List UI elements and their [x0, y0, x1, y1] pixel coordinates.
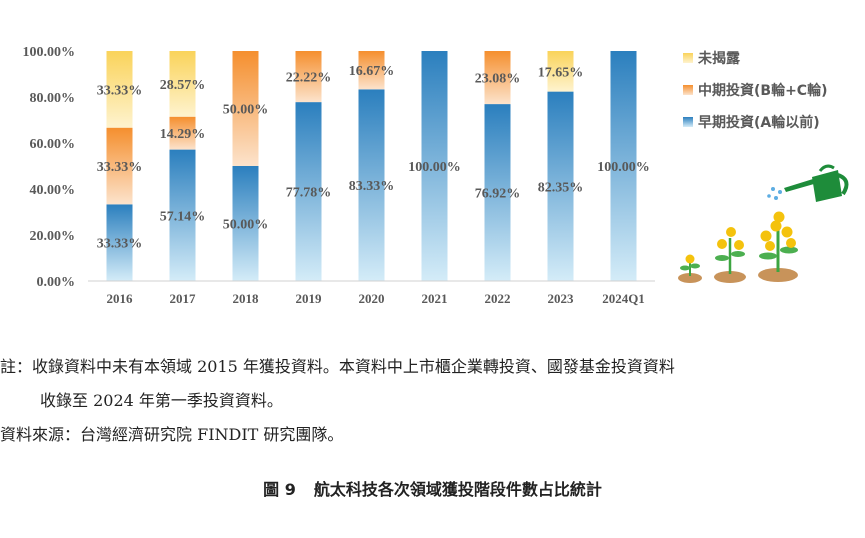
legend-swatch: [683, 117, 693, 127]
data-label: 17.65%: [538, 65, 584, 80]
bar-segment: [295, 51, 322, 103]
x-tick-label: 2017: [170, 291, 197, 306]
x-tick-label: 2020: [359, 291, 385, 306]
bar-segment: [106, 51, 133, 128]
data-label: 82.35%: [538, 180, 584, 195]
data-label: 100.00%: [597, 160, 650, 175]
bars-layer: [106, 51, 637, 281]
footnote-line-1: 註：收錄資料中未有本領域 2015 年獲投資料。本資料中上市櫃企業轉投資、國發基…: [0, 357, 675, 376]
y-tick-label: 80.00%: [30, 91, 76, 106]
data-label: 23.08%: [475, 72, 521, 87]
bar-segment: [169, 116, 196, 150]
bar-segment: [610, 51, 637, 281]
bar-segment: [358, 89, 385, 281]
bar-segment: [358, 51, 385, 90]
bar-segment: [547, 91, 574, 281]
bar-segment: [106, 127, 133, 205]
x-tick-label: 2019: [296, 291, 323, 306]
data-label: 16.67%: [349, 64, 395, 79]
legend-label: 未揭露: [698, 50, 741, 67]
legend-label: 中期投資(B輪+C輪): [698, 82, 827, 99]
bar-segment: [169, 51, 196, 117]
data-label: 83.33%: [349, 179, 395, 194]
data-label: 50.00%: [223, 103, 269, 118]
y-tick-label: 20.00%: [30, 229, 76, 244]
figure-caption: 圖 9 航太科技各次領域獲投階段件數占比統計: [0, 476, 865, 500]
y-tick-label: 100.00%: [23, 45, 76, 60]
legend-label: 早期投資(A輪以前): [698, 114, 820, 131]
data-label: 14.29%: [160, 127, 206, 142]
x-tick-label: 2022: [485, 291, 511, 306]
data-label: 33.33%: [97, 83, 143, 98]
data-label: 100.00%: [408, 160, 461, 175]
y-axis: 0.00% 20.00% 40.00% 60.00% 80.00% 100.00%: [23, 45, 76, 290]
footnote-line-2: 收錄至 2024 年第一季投資資料。: [40, 391, 283, 410]
data-label: 22.22%: [286, 71, 332, 86]
x-tick-label: 2018: [233, 291, 260, 306]
y-tick-label: 60.00%: [30, 137, 76, 152]
bar-segment: [232, 166, 259, 281]
bar-segment: [232, 51, 259, 166]
data-label: 33.33%: [97, 160, 143, 175]
bar-segment: [547, 51, 574, 92]
x-tick-label: 2016: [107, 291, 134, 306]
data-label: 28.57%: [160, 78, 206, 93]
bar-segment: [421, 51, 448, 281]
data-labels-layer: 33.33% 33.33% 33.33% 57.14% 14.29% 28.57% 50.0…: [97, 64, 650, 252]
stacked-bar-chart: 33.33% 33.33% 33.33% 57.14% 14.29% 28.57% 50.0…: [23, 45, 849, 306]
bar-segment: [106, 204, 133, 281]
figure-title: 航太科技各次領域獲投階段件數占比統計: [313, 480, 602, 499]
legend-swatch: [683, 85, 693, 95]
x-tick-label: 2023: [548, 291, 575, 306]
data-label: 76.92%: [475, 187, 521, 202]
data-label: 33.33%: [97, 237, 143, 252]
x-axis: 2016 2017 2018 2019 2020 2021 2022 2023 2024Q1: [88, 280, 655, 306]
bar-segment: [169, 149, 196, 281]
watering-can-growing-coin-plants-icon: [678, 164, 849, 283]
legend-swatch: [683, 53, 693, 63]
figure-number: 圖 9: [263, 480, 296, 499]
x-tick-label: 2021: [422, 291, 448, 306]
bar-segment: [295, 102, 322, 281]
data-label: 77.78%: [286, 186, 332, 201]
bar-segment: [484, 104, 511, 281]
y-tick-label: 40.00%: [30, 183, 76, 198]
x-tick-label: 2024Q1: [602, 291, 645, 306]
data-label: 57.14%: [160, 209, 206, 224]
source-note: 資料來源：台灣經濟研究院 FINDIT 研究團隊。: [0, 425, 344, 444]
data-label: 50.00%: [223, 218, 269, 233]
bar-segment: [484, 51, 511, 105]
y-tick-label: 0.00%: [37, 275, 76, 290]
